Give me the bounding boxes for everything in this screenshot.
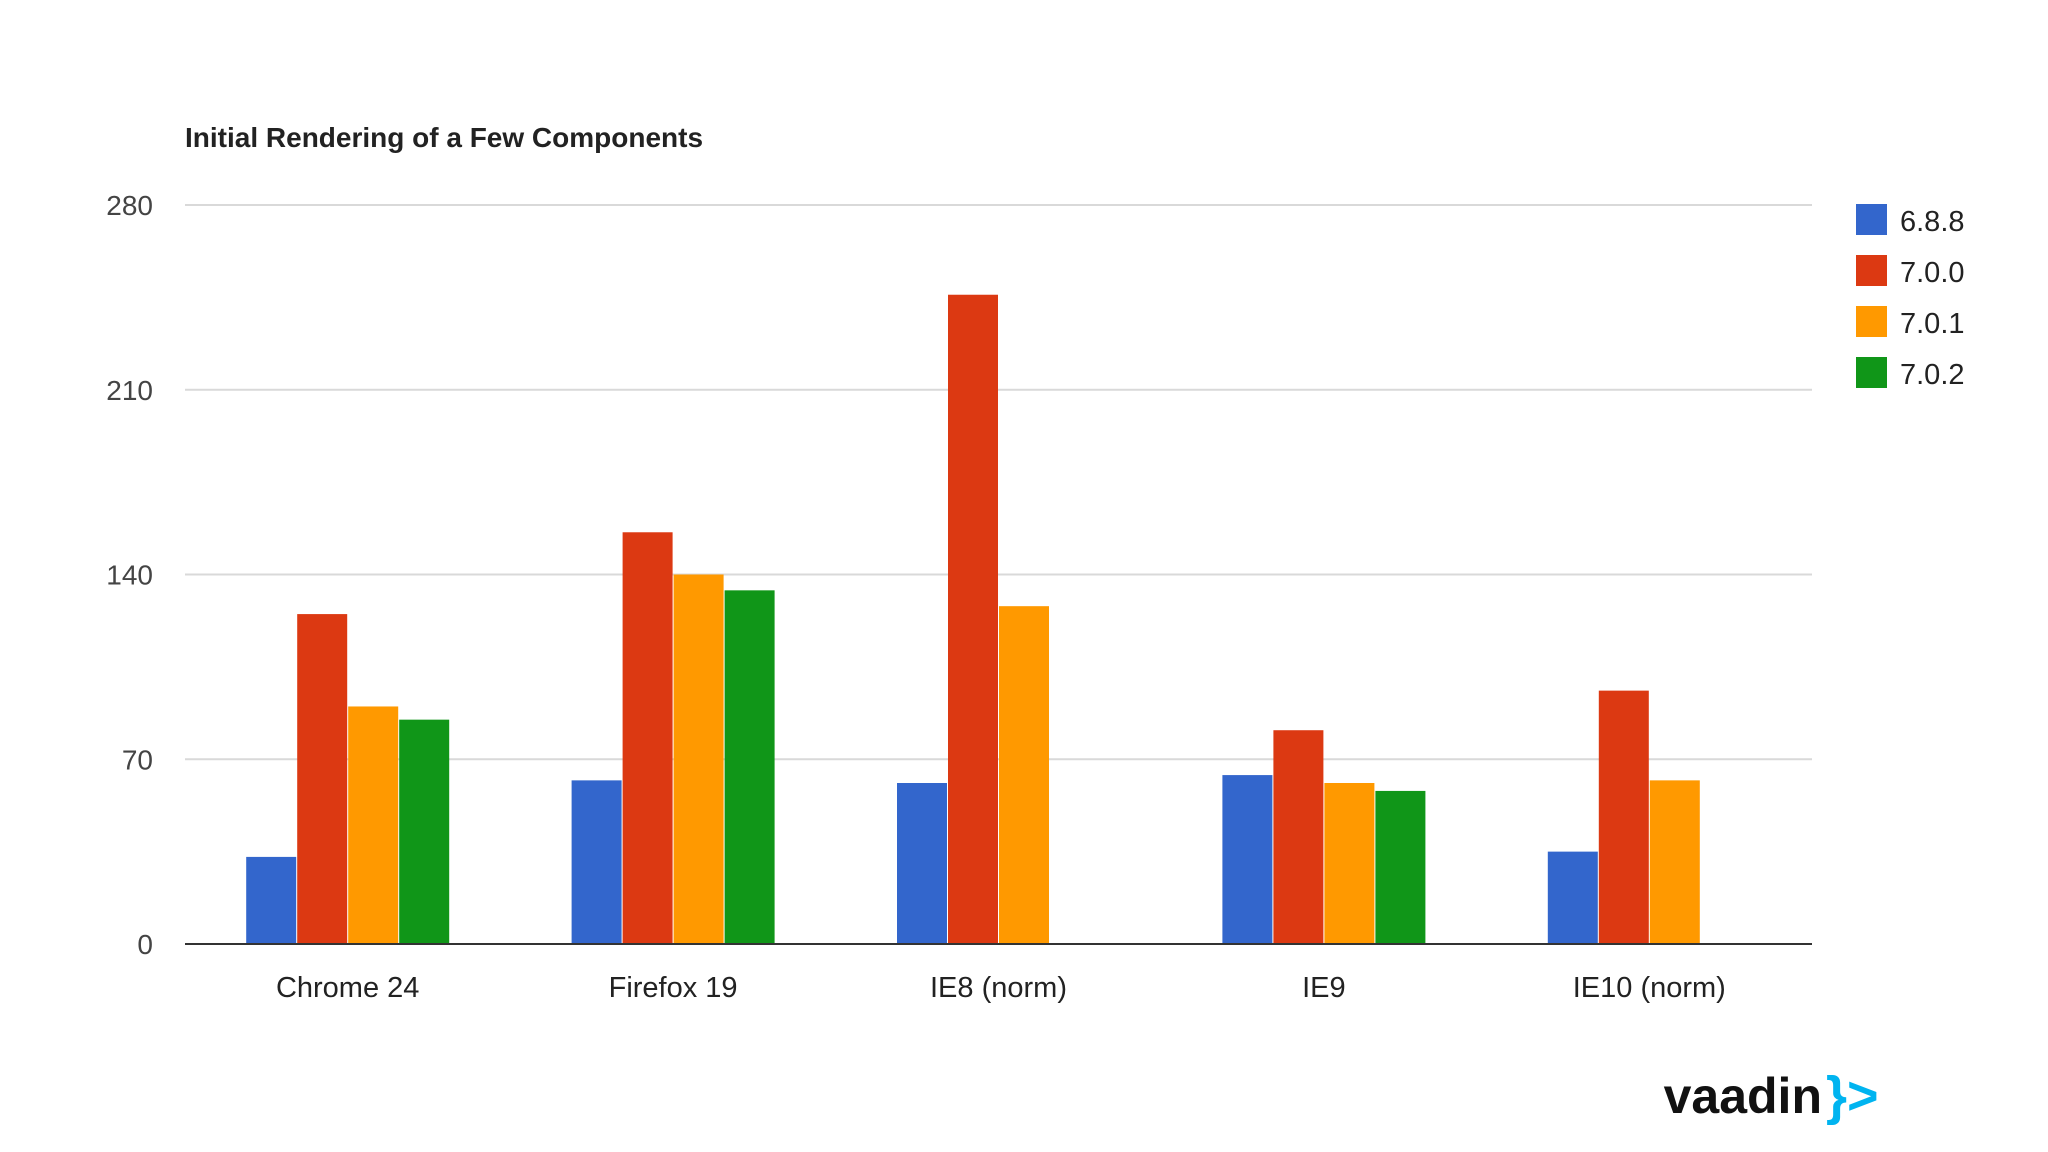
y-tick-label: 280 [106,190,153,221]
bar-7.0.0-IE8 (norm) [948,294,998,944]
y-tick-label: 0 [137,929,153,960]
x-category-label: IE8 (norm) [930,972,1067,1004]
x-category-label: Chrome 24 [276,972,419,1004]
bar-7.0.1-IE10 (norm) [1649,780,1700,944]
legend-label: 7.0.0 [1900,257,1965,289]
legend-label: 7.0.2 [1900,359,1965,391]
x-category-label: IE9 [1302,972,1346,1004]
gridlines [185,204,1812,761]
bar-7.0.0-IE9 [1273,730,1324,944]
chart-title: Initial Rendering of a Few Components [185,122,703,153]
logo-bracket-icon: }> [1826,1066,1879,1126]
y-tick-label: 140 [106,560,153,591]
bar-7.0.2-IE9 [1375,790,1426,944]
bar-7.0.0-IE10 (norm) [1598,690,1649,944]
x-axis-categories: Chrome 24 Firefox 19 IE8 (norm) IE9 IE10 (no… [276,972,1726,1004]
x-category-label: Firefox 19 [609,972,738,1004]
legend-swatch [1856,255,1887,286]
bar-7.0.1-IE9 [1324,783,1375,944]
bars [246,294,1700,944]
bar-7.0.2-Chrome 24 [399,719,450,944]
bar-7.0.2-Firefox 19 [724,590,775,944]
bar-7.0.1-IE8 (norm) [999,606,1049,944]
y-axis-ticks: 0 70 140 210 280 [106,190,153,960]
bar-7.0.0-Chrome 24 [297,614,348,944]
bar-7.0.0-Firefox 19 [622,532,673,944]
y-tick-label: 70 [122,744,153,775]
bar-7.0.1-Chrome 24 [348,706,399,944]
bar-6.8.8-Firefox 19 [571,780,622,944]
bar-6.8.8-IE10 (norm) [1547,851,1598,944]
vaadin-logo: vaadin }> [1664,1066,1879,1126]
legend-label: 6.8.8 [1900,206,1965,238]
legend-swatch [1856,306,1887,337]
bar-6.8.8-IE8 (norm) [897,783,947,944]
bar-7.0.1-Firefox 19 [673,574,724,944]
legend-label: 7.0.1 [1900,308,1965,340]
legend-swatch [1856,357,1887,388]
logo-wordmark: vaadin [1664,1068,1822,1124]
legend-swatch [1856,204,1887,235]
bar-6.8.8-Chrome 24 [246,856,297,944]
y-tick-label: 210 [106,375,153,406]
x-category-label: IE10 (norm) [1573,972,1726,1004]
bar-6.8.8-IE9 [1222,775,1273,944]
legend: 6.8.8 7.0.0 7.0.1 7.0.2 [1856,204,1965,391]
